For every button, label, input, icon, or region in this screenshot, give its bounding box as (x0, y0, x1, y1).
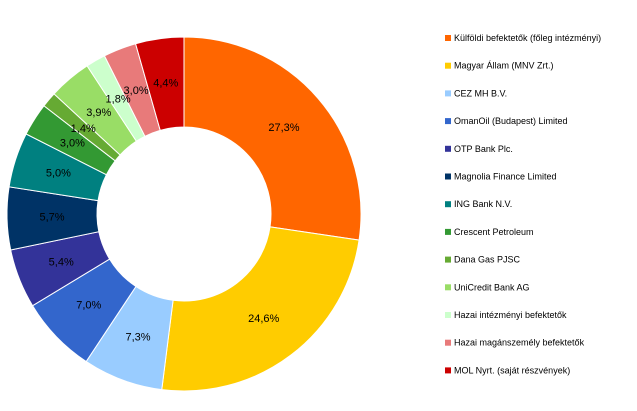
legend-label: Magnolia Finance Limited (454, 172, 557, 182)
legend-item: OTP Bank Plc. (445, 144, 513, 154)
legend-item: CEZ MH B.V. (445, 88, 507, 98)
legend-swatch (445, 312, 451, 318)
legend-item: Magnolia Finance Limited (445, 172, 557, 182)
legend-label: Külföldi befektetők (főleg intézményi) (454, 33, 601, 43)
donut-slice (161, 226, 360, 392)
legend-label: Dana Gas PJSC (454, 255, 521, 265)
legend-item: Külföldi befektetők (főleg intézményi) (445, 33, 601, 43)
legend-item: Hazai intézményi befektetők (445, 310, 567, 320)
legend-item: MOL Nyrt. (saját részvények) (445, 365, 570, 375)
legend-swatch (445, 201, 451, 208)
legend-swatch (445, 145, 451, 152)
slice-data-label: 5,0% (46, 168, 71, 180)
legend-label: Hazai magánszemély befektetők (454, 338, 585, 348)
legend-label: MOL Nyrt. (saját részvények) (454, 365, 570, 375)
legend-swatch (445, 256, 451, 263)
legend-swatch (445, 173, 451, 180)
slice-data-label: 3,9% (86, 107, 111, 119)
donut-slice (134, 36, 185, 131)
slice-data-label: 7,3% (125, 332, 150, 344)
legend-swatch (445, 90, 451, 97)
legend-item: OmanOil (Budapest) Limited (445, 116, 568, 126)
slice-data-label: 1,8% (106, 94, 131, 106)
legend-item: Dana Gas PJSC (445, 255, 521, 265)
legend-label: UniCredit Bank AG (454, 282, 530, 292)
legend-swatch (445, 367, 451, 374)
legend-label: Hazai intézményi befektetők (454, 310, 567, 320)
legend-label: Crescent Petroleum (454, 227, 534, 237)
legend-swatch (445, 35, 451, 41)
legend-item: Magyar Állam (MNV Zrt.) (445, 61, 554, 71)
slice-data-label: 3,0% (124, 85, 149, 97)
legend-label: ING Bank N.V. (454, 199, 512, 209)
slice-labels: 27,3% 24,6% 7,3% 7,0% 5,4% 5,7% 5,0% 3,0% 1,4% 3,… (39, 77, 299, 343)
legend-item: Hazai magánszemély befektetők (445, 338, 585, 348)
donut-slices (6, 36, 362, 392)
legend-label: CEZ MH B.V. (454, 88, 507, 98)
legend-swatch (445, 284, 451, 291)
donut-slice (183, 36, 362, 241)
slice-data-label: 1,4% (71, 123, 96, 135)
legend-item: UniCredit Bank AG (445, 282, 530, 292)
slice-data-label: 24,6% (248, 313, 279, 325)
slice-data-label: 3,0% (60, 138, 85, 150)
legend-label: OTP Bank Plc. (454, 144, 513, 154)
legend-swatch (445, 118, 451, 125)
legend-item: Crescent Petroleum (445, 227, 534, 237)
legend: Külföldi befektetők (főleg intézményi) Ma… (445, 33, 601, 375)
legend-label: OmanOil (Budapest) Limited (454, 116, 568, 126)
slice-data-label: 5,7% (39, 211, 64, 223)
legend-swatch (445, 62, 451, 69)
slice-data-label: 7,0% (76, 299, 101, 311)
slice-data-label: 27,3% (268, 122, 299, 134)
legend-swatch (445, 339, 451, 346)
slice-data-label: 5,4% (49, 256, 74, 268)
slice-data-label: 4,4% (153, 77, 178, 89)
legend-item: ING Bank N.V. (445, 199, 512, 209)
legend-label: Magyar Állam (MNV Zrt.) (454, 61, 554, 71)
legend-swatch (445, 228, 451, 235)
